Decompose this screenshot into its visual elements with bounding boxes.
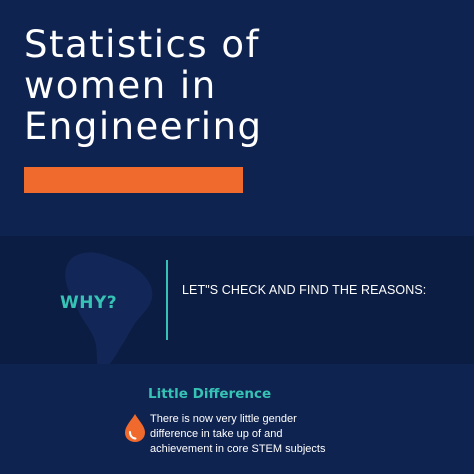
body-line-3: achievement in core STEM subjects (150, 443, 326, 455)
title-line-3: Engineering (24, 105, 263, 148)
drop-icon (125, 414, 145, 442)
reasons-label: LET"S CHECK AND FIND THE REASONS: (182, 283, 427, 297)
why-label: WHY? (60, 293, 118, 313)
title-accent-bar (24, 167, 243, 193)
page-title: Statistics of women in Engineering (24, 24, 464, 147)
why-band: WHY? LET"S CHECK AND FIND THE REASONS: (0, 236, 474, 364)
little-difference-body: There is now very little gender differen… (150, 412, 350, 457)
body-line-1: There is now very little gender (150, 413, 297, 425)
body-line-2: difference in take up of and (150, 428, 283, 440)
title-line-1: Statistics of (24, 23, 261, 66)
vertical-divider (166, 260, 168, 340)
title-line-2: women in (24, 64, 217, 107)
south-america-map-icon (65, 252, 153, 364)
little-difference-heading: Little Difference (148, 386, 272, 402)
